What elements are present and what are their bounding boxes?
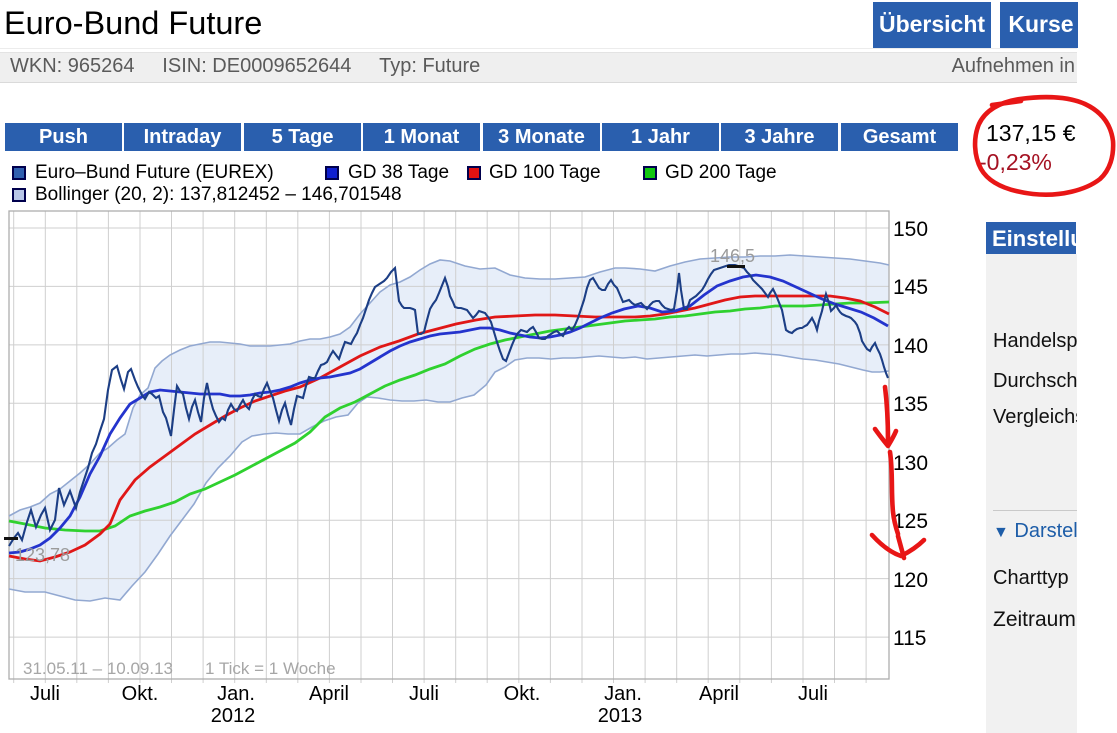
svg-text:April: April	[699, 683, 739, 705]
svg-text:Juli: Juli	[30, 683, 60, 705]
svg-text:145: 145	[893, 276, 928, 299]
svg-text:2012: 2012	[211, 705, 256, 727]
svg-text:31.05.11 – 10.09.13: 31.05.11 – 10.09.13	[23, 659, 173, 678]
svg-text:2013: 2013	[598, 705, 643, 727]
svg-text:146,5: 146,5	[710, 246, 755, 266]
svg-text:125: 125	[893, 510, 928, 533]
svg-text:Jan.: Jan.	[217, 683, 255, 705]
svg-text:Okt.: Okt.	[122, 683, 159, 705]
svg-text:150: 150	[893, 218, 928, 241]
svg-text:115: 115	[893, 627, 926, 650]
svg-text:120: 120	[893, 569, 928, 592]
svg-text:135: 135	[893, 393, 928, 416]
svg-text:123,78: 123,78	[15, 545, 70, 565]
svg-text:1 Tick = 1 Woche: 1 Tick = 1 Woche	[205, 659, 336, 678]
svg-text:April: April	[309, 683, 349, 705]
svg-text:Juli: Juli	[798, 683, 828, 705]
svg-text:140: 140	[893, 335, 928, 358]
svg-text:130: 130	[893, 452, 928, 475]
svg-text:Juli: Juli	[409, 683, 439, 705]
svg-text:Jan.: Jan.	[604, 683, 642, 705]
svg-text:Okt.: Okt.	[504, 683, 541, 705]
